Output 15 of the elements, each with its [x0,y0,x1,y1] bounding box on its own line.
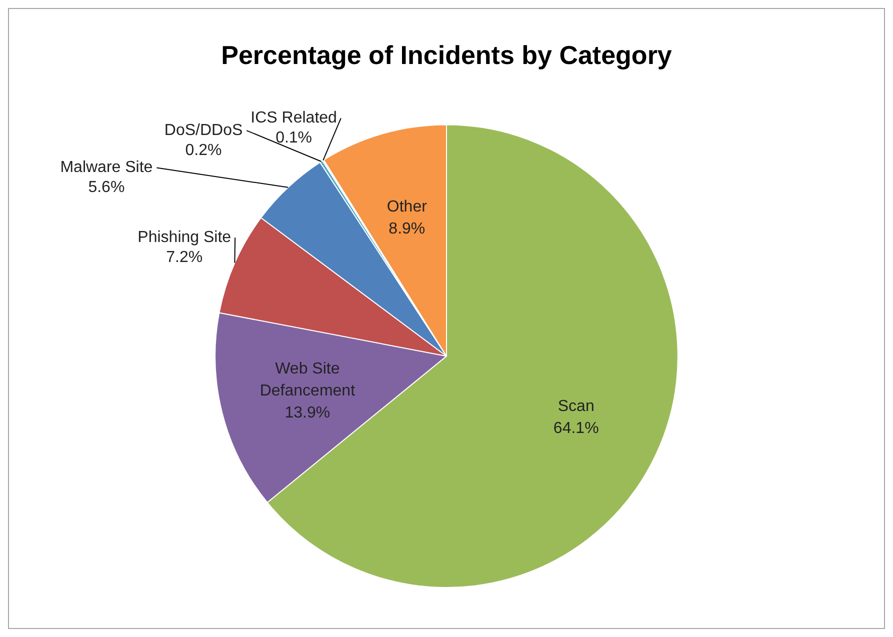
data-label: 7.2% [166,248,203,266]
slice-label: Other [386,198,428,216]
data-label: 0.1% [276,130,312,147]
data-label: 0.2% [185,142,222,159]
data-label: 8.9% [388,220,426,238]
slice-label: DoS/DDoS [164,122,243,139]
chart-title: Percentage of Incidents by Category [221,40,672,70]
slice-label: ICS Related [250,110,337,127]
data-label: 64.1% [553,420,599,437]
slice-label: Scan [558,398,594,415]
slice-label: Malware Site [60,159,153,176]
slice-label: Web Site Defancement [260,360,356,400]
slice-label: Phishing Site [138,228,232,246]
data-label: 13.9% [284,404,330,422]
data-label: 5.6% [88,179,125,196]
